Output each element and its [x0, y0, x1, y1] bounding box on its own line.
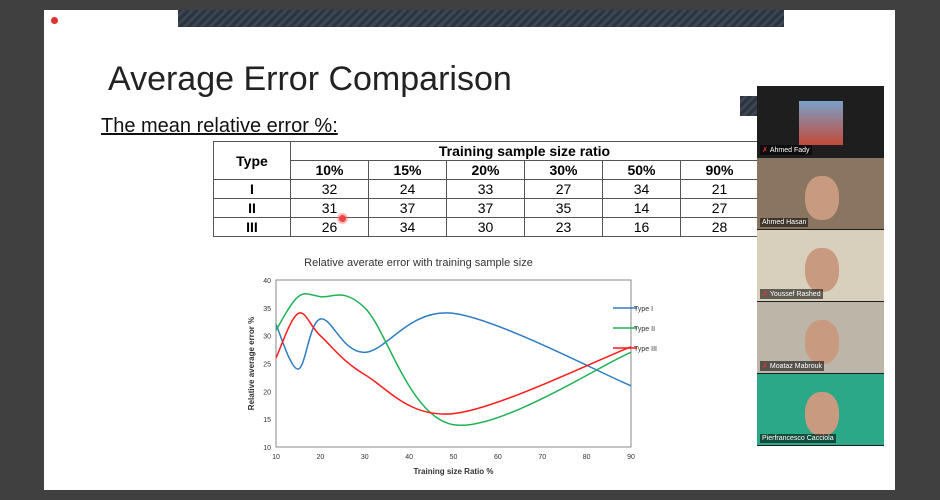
- x-tick-label: 50: [450, 454, 458, 461]
- record-icon: [51, 17, 58, 24]
- screen-share-toolbar[interactable]: [178, 10, 784, 27]
- y-tick-label: 35: [263, 306, 271, 313]
- y-tick-label: 10: [263, 445, 271, 452]
- table-cell: 28: [680, 217, 759, 237]
- avatar: [799, 101, 843, 145]
- column-header: 15%: [368, 160, 447, 180]
- participant-name: ✗ Youssef Rashed: [760, 289, 823, 299]
- series-line-1: [275, 312, 632, 387]
- participant-tile[interactable]: ✗ Ahmed Fady: [757, 86, 884, 157]
- slide-title: Average Error Comparison: [108, 60, 512, 98]
- column-header: 30%: [524, 160, 603, 180]
- error-chart: Relative averate error with training sam…: [247, 257, 657, 476]
- column-header: 50%: [602, 160, 681, 180]
- panel-toggle[interactable]: [740, 96, 760, 116]
- table-row: II 31 37 37 35 14 27: [213, 198, 759, 218]
- y-tick-label: 40: [263, 278, 271, 285]
- table-row: I 32 24 33 27 34 21: [213, 179, 759, 199]
- mic-off-icon: ✗: [762, 147, 768, 154]
- participants-panel: ✗ Ahmed Fady Ahmed Hasan ✗ Youssef Rashed ✗ Mo…: [757, 86, 884, 446]
- column-header: 20%: [446, 160, 525, 180]
- row-type: I: [213, 179, 291, 199]
- table-cell: 37: [368, 198, 447, 218]
- y-tick-label: 25: [263, 362, 271, 369]
- x-tick-label: 60: [494, 454, 502, 461]
- table-cell: 34: [602, 179, 681, 199]
- table-cell: 33: [446, 179, 525, 199]
- table-cell: 27: [680, 198, 759, 218]
- table-row: III 26 34 30 23 16 28: [213, 217, 759, 237]
- table-cell: 34: [368, 217, 447, 237]
- table-cell: 31: [290, 198, 369, 218]
- table-cell: 14: [602, 198, 681, 218]
- table-cell: 27: [524, 179, 603, 199]
- participant-tile[interactable]: ✗ Youssef Rashed: [757, 230, 884, 301]
- x-tick-label: 90: [627, 454, 635, 461]
- legend-label: Type III: [634, 346, 657, 353]
- table-cell: 35: [524, 198, 603, 218]
- table-cell: 16: [602, 217, 681, 237]
- participant-name: Pierfrancesco Cacciola: [760, 434, 836, 443]
- table-cell: 30: [446, 217, 525, 237]
- table-cell: 32: [290, 179, 369, 199]
- table-cell: 24: [368, 179, 447, 199]
- mic-off-icon: ✗: [762, 363, 768, 370]
- y-tick-label: 15: [263, 417, 271, 424]
- slide-subtitle: The mean relative error %:: [101, 115, 338, 137]
- table-cell: 37: [446, 198, 525, 218]
- participant-tile[interactable]: Pierfrancesco Cacciola: [757, 374, 884, 445]
- participant-name: ✗ Ahmed Fady: [760, 145, 812, 155]
- table-cell: 26: [290, 217, 369, 237]
- mic-off-icon: ✗: [762, 291, 768, 298]
- participant-name: Ahmed Hasan: [760, 218, 809, 227]
- x-tick-label: 20: [316, 454, 324, 461]
- plot-area: [275, 279, 632, 448]
- chart-title: Relative averate error with training sam…: [304, 257, 533, 269]
- x-tick-label: 30: [361, 454, 369, 461]
- group-header: Training sample size ratio: [290, 141, 759, 161]
- series-line-3: [275, 312, 632, 415]
- legend-label: Type I: [634, 306, 653, 313]
- legend-label: Type II: [634, 326, 655, 333]
- table-cell: 21: [680, 179, 759, 199]
- participant-video: [805, 392, 839, 436]
- series-line-2: [275, 293, 632, 427]
- y-tick-label: 30: [263, 334, 271, 341]
- participant-tile[interactable]: Ahmed Hasan: [757, 158, 884, 229]
- x-tick-label: 10: [272, 454, 280, 461]
- participant-tile[interactable]: ✗ Moataz Mabrouk: [757, 302, 884, 373]
- participant-video: [805, 248, 839, 292]
- x-tick-label: 40: [405, 454, 413, 461]
- y-tick-label: 20: [263, 389, 271, 396]
- table-cell: 23: [524, 217, 603, 237]
- participant-name: ✗ Moataz Mabrouk: [760, 361, 825, 371]
- pointer-cursor: [339, 215, 346, 222]
- row-type: III: [213, 217, 291, 237]
- column-header: 90%: [680, 160, 759, 180]
- participant-video: [805, 176, 839, 220]
- x-tick-label: 80: [583, 454, 591, 461]
- participant-video: [805, 320, 839, 364]
- row-header: Type: [213, 141, 291, 180]
- x-axis-label: Training size Ratio %: [413, 467, 493, 476]
- y-axis-label: Relative average error %: [247, 317, 256, 410]
- x-tick-label: 70: [538, 454, 546, 461]
- row-type: II: [213, 198, 291, 218]
- column-header: 10%: [290, 160, 369, 180]
- error-table: Type Training sample size ratio 10% 15% 20%…: [213, 141, 759, 237]
